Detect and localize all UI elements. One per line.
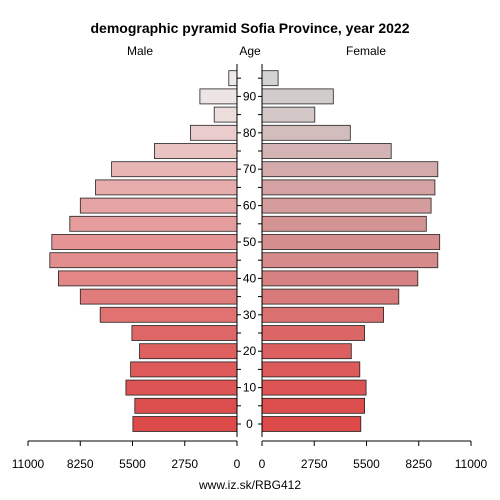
age-tick-label: 0	[246, 417, 253, 431]
male-x-tick-label: 0	[234, 457, 241, 471]
male-x-tick-label: 5500	[119, 457, 146, 471]
male-bar	[131, 325, 238, 341]
female-bar	[261, 252, 439, 269]
age-tick-label: 30	[243, 308, 257, 322]
female-bar	[261, 161, 439, 178]
male-bar	[79, 197, 238, 214]
footer-url: www.iz.sk/RBG412	[198, 478, 301, 492]
female-x-tick-label: 0	[259, 457, 266, 471]
female-x-tick-label: 2750	[301, 457, 328, 471]
male-bar	[125, 379, 238, 396]
male-bar	[69, 215, 238, 232]
female-bar	[261, 325, 365, 341]
female-bar	[261, 416, 362, 432]
female-bar	[261, 343, 352, 360]
male-bar	[199, 88, 238, 105]
female-bar	[261, 234, 441, 250]
female-bar	[261, 88, 334, 105]
male-bar	[111, 161, 238, 178]
age-tick-label: 60	[243, 199, 257, 213]
female-bar	[261, 197, 432, 214]
female-bar	[261, 215, 427, 232]
female-bar	[261, 106, 316, 123]
male-x-tick-label: 11000	[12, 457, 45, 471]
female-bar	[261, 179, 436, 196]
male-bar	[189, 124, 238, 141]
male-x-tick-label: 2750	[171, 457, 198, 471]
female-x-tick-label: 5500	[353, 457, 380, 471]
male-x-tick-label: 8250	[67, 457, 94, 471]
female-bar	[261, 397, 365, 414]
female-bar	[261, 70, 279, 87]
male-bar	[134, 397, 238, 414]
female-bar	[261, 306, 384, 323]
age-tick-label: 20	[243, 344, 257, 358]
male-bar	[49, 252, 238, 269]
male-bar	[95, 179, 238, 196]
age-tick-label: 10	[243, 381, 257, 395]
age-tick-label: 50	[243, 235, 257, 249]
female-bar	[261, 361, 361, 378]
female-bar	[261, 143, 392, 159]
age-tick-label: 90	[243, 89, 257, 103]
age-tick-label: 70	[243, 162, 257, 176]
female-x-tick-label: 8250	[405, 457, 432, 471]
age-tick-label: 40	[243, 271, 257, 285]
male-bar	[130, 361, 238, 378]
male-bar	[139, 343, 238, 360]
female-bar	[261, 379, 367, 396]
female-bar	[261, 288, 400, 305]
male-bar	[51, 234, 238, 250]
female-bar	[261, 124, 351, 141]
male-bar	[228, 70, 238, 87]
age-label: Age	[239, 44, 261, 58]
female-bar	[261, 270, 419, 287]
male-bar	[132, 416, 238, 432]
male-bar	[99, 306, 238, 323]
female-x-tick-label: 11000	[455, 457, 488, 471]
male-bar	[58, 270, 238, 287]
axes-group: 0 10 20 30 40 50 60 70 80 90 11000 8250 5500 2750 0 0 27…	[12, 64, 488, 471]
male-label: Male	[127, 44, 153, 58]
female-label: Female	[346, 44, 386, 58]
male-bar	[79, 288, 238, 305]
male-bar	[213, 106, 238, 123]
age-tick-label: 80	[243, 126, 257, 140]
chart-title: demographic pyramid Sofia Province, year…	[90, 20, 409, 36]
male-bar	[153, 143, 238, 159]
